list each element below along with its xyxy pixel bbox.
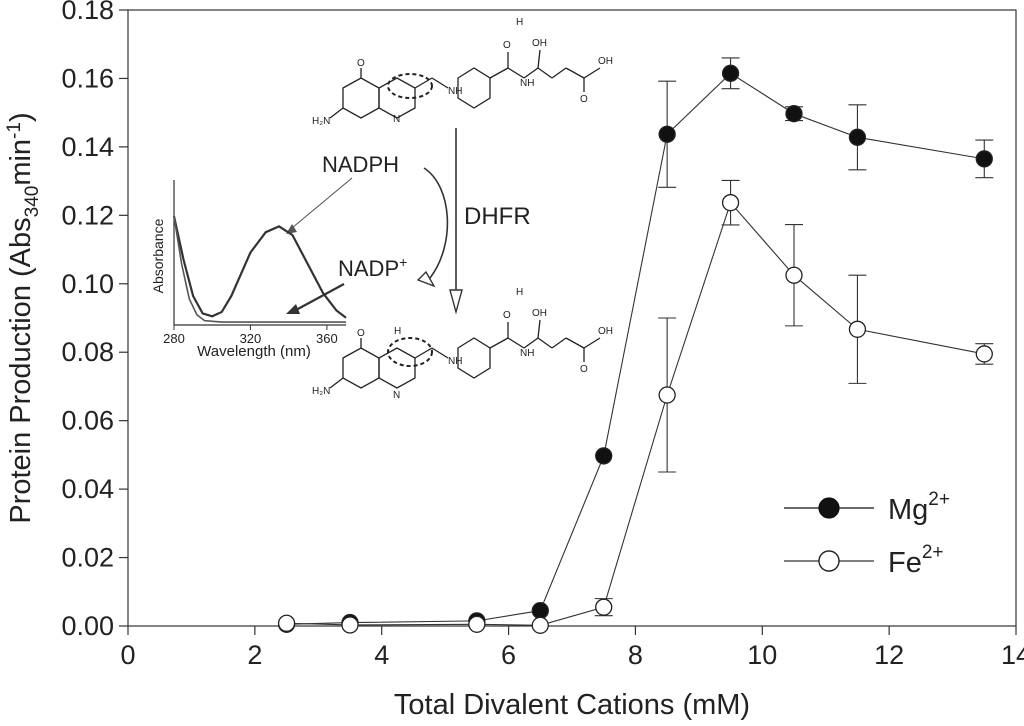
atom-label: O [357,328,365,339]
x-tick-label: 4 [374,640,389,670]
series-line [286,201,985,626]
nadp-pointer-head [286,304,300,314]
legend: Mg2+ Fe2+ [784,489,950,579]
spectrum-y-label: Absorbance [150,218,166,293]
dhfr-reaction-inset: O H₂N NH NH O OH OH O H N [150,17,613,401]
x-tick-label: 10 [747,640,777,670]
y-tick-label: 0.14 [61,132,114,162]
nadph-spectrum-curve [172,216,347,319]
spectrum-x-label: Wavelength (nm) [197,343,311,360]
data-series [277,57,994,634]
data-point [531,601,549,620]
x-tick-label: 8 [628,640,643,670]
data-point [341,616,359,634]
data-point [721,194,740,212]
x-tick-label: 2 [247,640,262,670]
y-axis-label: Protein Production (Abs340min-1) [4,112,43,523]
atom-label: H₂N [312,386,330,397]
x-axis-label: Total Divalent Cations (mM) [394,689,750,721]
atom-label: H [516,287,523,298]
legend-marker-fe [818,550,840,572]
dhfr-label: DHFR [464,203,531,230]
reduced-bond-highlight [387,337,433,367]
atom-label: H [394,326,401,337]
atom-label: H [516,17,523,28]
data-point [848,320,867,338]
nadph-pointer [291,177,353,229]
y-tick-label: 0.18 [61,0,114,25]
series-fe [277,179,994,634]
series-line [286,72,985,625]
y-tick-label: 0.12 [61,200,114,230]
dihydrofolate-atoms: O H₂N NH NH O OH OH O H N [312,17,613,127]
atom-label: OH [532,38,547,49]
atom-label: NH [448,86,462,97]
y-tick-label: 0.10 [61,269,114,299]
x-tick-label: 12 [874,640,904,670]
tetrahydrofolate-atoms: O H₂N NH NH O OH OH O H H N [312,287,613,401]
y-tick-label: 0.08 [61,337,114,367]
atom-label: O [580,364,588,375]
atom-label: OH [598,56,613,67]
y-tick-label: 0.04 [61,474,114,504]
atom-label: N [393,390,400,401]
data-point [658,125,676,143]
y-axis-ticks: 0.00 0.02 0.04 0.06 0.08 0.10 0.12 0.14 0.16 0.18 [61,0,128,641]
data-point [785,105,803,123]
cofactor-arrowhead [416,270,436,288]
x-axis-ticks: 0 2 4 6 8 10 12 14 [120,626,1024,670]
atom-label: H₂N [312,116,330,127]
legend-marker-mg [818,497,840,519]
data-point [721,64,740,82]
nadp-spectrum-curve [173,216,346,323]
data-point [848,128,867,146]
atom-label: NH [448,356,462,367]
spectrum-x-ticks: 280 320 360 [163,325,338,346]
legend-label-fe: Fe2+ [888,542,944,579]
y-tick-label: 0.06 [61,406,114,436]
dhfr-arrowhead [449,289,463,315]
reduced-bond-highlight [387,73,433,99]
x-tick-label: 14 [1001,640,1024,670]
atom-label: O [503,40,511,51]
atom-label: O [357,58,365,69]
atom-label: O [580,94,588,105]
spectrum-tick-label: 360 [316,331,338,346]
data-point [975,345,993,363]
nadp-label: NADP+ [338,254,407,281]
x-tick-label: 6 [501,640,516,670]
data-point [277,614,296,632]
spectrum-tick-label: 280 [163,331,185,346]
y-tick-label: 0.16 [61,63,114,93]
y-tick-label: 0.02 [61,543,114,573]
atom-label: NH [520,78,534,89]
spectrum-tick-label: 320 [240,331,262,346]
atom-label: O [503,310,511,321]
dihydrofolate-structure [329,49,601,119]
spectrum-curves [172,216,347,323]
atom-label: N [393,114,400,125]
atom-label: OH [598,326,613,337]
data-point [658,386,676,404]
data-point [595,447,613,465]
x-tick-label: 0 [120,640,135,670]
nadp-pointer [295,283,345,311]
atom-label: OH [532,308,547,319]
tetrahydrofolate-structure [329,319,601,389]
data-point [785,266,803,284]
series-mg [277,57,994,633]
legend-label-mg: Mg2+ [888,489,950,526]
data-point [468,615,486,633]
nadph-label: NADPH [322,152,399,177]
cofactor-arrow [423,167,449,279]
plot-frame [127,9,1017,627]
data-point [531,616,549,634]
data-point [595,598,613,616]
data-point [975,150,993,168]
atom-label: NH [520,348,534,359]
y-tick-label: 0.00 [61,611,114,641]
